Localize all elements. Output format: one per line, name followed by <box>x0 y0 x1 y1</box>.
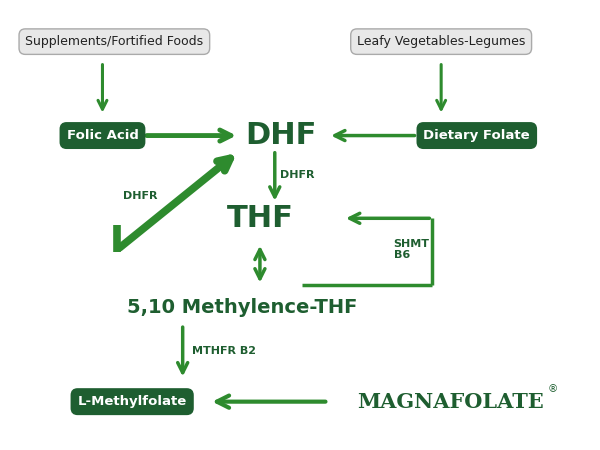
Text: Supplements/Fortified Foods: Supplements/Fortified Foods <box>25 35 203 48</box>
Text: MTHFR B2: MTHFR B2 <box>191 346 256 356</box>
Text: Leafy Vegetables-Legumes: Leafy Vegetables-Legumes <box>357 35 526 48</box>
Text: L-Methylfolate: L-Methylfolate <box>77 395 187 408</box>
Text: 5,10 Methylence-THF: 5,10 Methylence-THF <box>127 298 357 317</box>
Text: Dietary Folate: Dietary Folate <box>424 129 530 142</box>
Text: SHMT
B6: SHMT B6 <box>394 239 430 261</box>
Text: DHFR: DHFR <box>123 191 158 201</box>
Text: DHFR: DHFR <box>280 170 314 180</box>
Text: THF: THF <box>226 204 293 233</box>
Text: Folic Acid: Folic Acid <box>67 129 139 142</box>
Text: ®: ® <box>547 384 557 394</box>
Text: DHF: DHF <box>245 121 316 150</box>
Text: MAGNAFOLATE: MAGNAFOLATE <box>356 392 544 412</box>
